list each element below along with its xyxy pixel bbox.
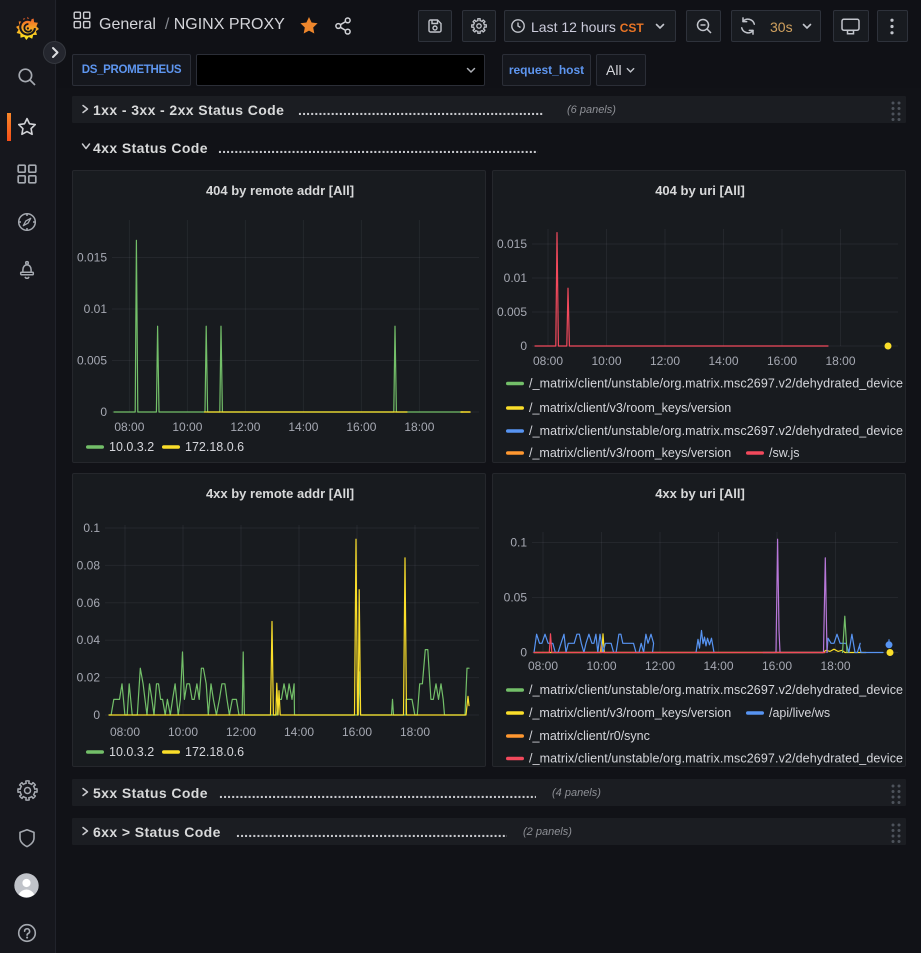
svg-text:0: 0: [100, 405, 107, 419]
svg-text:12:00: 12:00: [230, 420, 260, 434]
svg-text:16:00: 16:00: [342, 725, 372, 739]
svg-text:/sw.js: /sw.js: [769, 446, 800, 460]
svg-text:/_matrix/client/unstable/org.m: /_matrix/client/unstable/org.matrix.msc2…: [529, 683, 903, 697]
svg-text:/_matrix/client/v3/room_keys/v: /_matrix/client/v3/room_keys/version: [529, 706, 731, 720]
svg-text:/_matrix/client/unstable/org.m: /_matrix/client/unstable/org.matrix.msc2…: [529, 377, 903, 391]
svg-text:0: 0: [520, 646, 527, 660]
svg-text:0.015: 0.015: [497, 237, 527, 251]
svg-text:0.02: 0.02: [77, 671, 101, 685]
svg-text:0.01: 0.01: [504, 271, 528, 285]
svg-text:0.005: 0.005: [497, 305, 527, 319]
svg-text:10:00: 10:00: [591, 354, 621, 368]
svg-text:18:00: 18:00: [820, 659, 850, 673]
svg-text:16:00: 16:00: [346, 420, 376, 434]
svg-text:08:00: 08:00: [114, 420, 144, 434]
svg-text:0.1: 0.1: [510, 536, 527, 550]
svg-text:08:00: 08:00: [533, 354, 563, 368]
svg-text:12:00: 12:00: [226, 725, 256, 739]
svg-text:0.1: 0.1: [83, 521, 100, 535]
svg-text:14:00: 14:00: [288, 420, 318, 434]
svg-text:14:00: 14:00: [708, 354, 738, 368]
svg-text:0.01: 0.01: [84, 302, 108, 316]
svg-text:404 by remote addr [All]: 404 by remote addr [All]: [206, 183, 354, 198]
svg-text:10:00: 10:00: [586, 659, 616, 673]
svg-text:172.18.0.6: 172.18.0.6: [185, 440, 244, 454]
svg-text:/_matrix/client/unstable/org.m: /_matrix/client/unstable/org.matrix.msc2…: [529, 424, 903, 438]
svg-text:18:00: 18:00: [400, 725, 430, 739]
svg-text:08:00: 08:00: [528, 659, 558, 673]
svg-text:404 by uri [All]: 404 by uri [All]: [655, 183, 745, 198]
svg-text:18:00: 18:00: [404, 420, 434, 434]
svg-text:/api/live/ws: /api/live/ws: [769, 706, 830, 720]
svg-text:0.06: 0.06: [77, 596, 101, 610]
svg-text:/_matrix/client/unstable/org.m: /_matrix/client/unstable/org.matrix.msc2…: [529, 752, 903, 766]
svg-text:12:00: 12:00: [645, 659, 675, 673]
svg-text:4xx by uri [All]: 4xx by uri [All]: [655, 486, 745, 501]
svg-text:0.05: 0.05: [504, 591, 528, 605]
svg-text:/_matrix/client/r0/sync: /_matrix/client/r0/sync: [529, 729, 650, 743]
svg-text:10:00: 10:00: [168, 725, 198, 739]
svg-text:14:00: 14:00: [703, 659, 733, 673]
svg-text:0.005: 0.005: [77, 354, 107, 368]
svg-text:0.015: 0.015: [77, 251, 107, 265]
svg-text:16:00: 16:00: [762, 659, 792, 673]
svg-text:08:00: 08:00: [110, 725, 140, 739]
svg-text:0.04: 0.04: [77, 633, 101, 647]
svg-text:/_matrix/client/v3/room_keys/v: /_matrix/client/v3/room_keys/version: [529, 446, 731, 460]
svg-text:10.0.3.2: 10.0.3.2: [109, 440, 154, 454]
svg-text:10.0.3.2: 10.0.3.2: [109, 745, 154, 759]
svg-text:4xx by remote addr [All]: 4xx by remote addr [All]: [206, 486, 354, 501]
svg-text:/_matrix/client/v3/room_keys/v: /_matrix/client/v3/room_keys/version: [529, 401, 731, 415]
svg-text:18:00: 18:00: [825, 354, 855, 368]
svg-text:0: 0: [93, 708, 100, 722]
svg-text:10:00: 10:00: [172, 420, 202, 434]
svg-text:172.18.0.6: 172.18.0.6: [185, 745, 244, 759]
svg-text:14:00: 14:00: [284, 725, 314, 739]
svg-text:0: 0: [520, 339, 527, 353]
svg-text:0.08: 0.08: [77, 558, 101, 572]
svg-text:16:00: 16:00: [767, 354, 797, 368]
svg-text:12:00: 12:00: [650, 354, 680, 368]
